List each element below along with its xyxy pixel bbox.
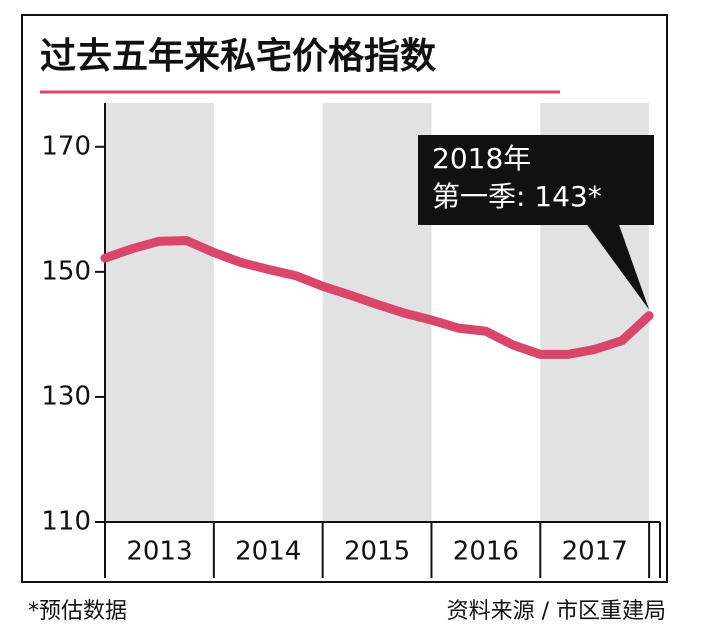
callout-box: [418, 135, 654, 225]
x-tick-label: 2014: [235, 537, 301, 567]
line: [100, 236, 654, 359]
x-tick-label: 2015: [344, 537, 410, 567]
frame: [21, 14, 668, 583]
source: 资料来源 / 市区重建局: [447, 599, 666, 624]
y-tick-label: 170: [41, 131, 91, 161]
y-tick-label: 110: [41, 507, 91, 537]
callout-pointer: [585, 222, 650, 310]
y-tick-label: 150: [41, 256, 91, 286]
y-tick-label: 130: [41, 381, 91, 411]
callout-text: 第一季: 143*: [432, 180, 602, 213]
year-band: [105, 103, 214, 522]
callout-text: 2018年: [432, 142, 531, 175]
x-tick-label: 2016: [453, 537, 519, 567]
x-tick-label: 2017: [562, 537, 628, 567]
x-tick-label: 2013: [126, 537, 192, 567]
footnote: *预估数据: [28, 599, 127, 624]
chart-title: 过去五年来私宅价格指数: [40, 35, 436, 77]
